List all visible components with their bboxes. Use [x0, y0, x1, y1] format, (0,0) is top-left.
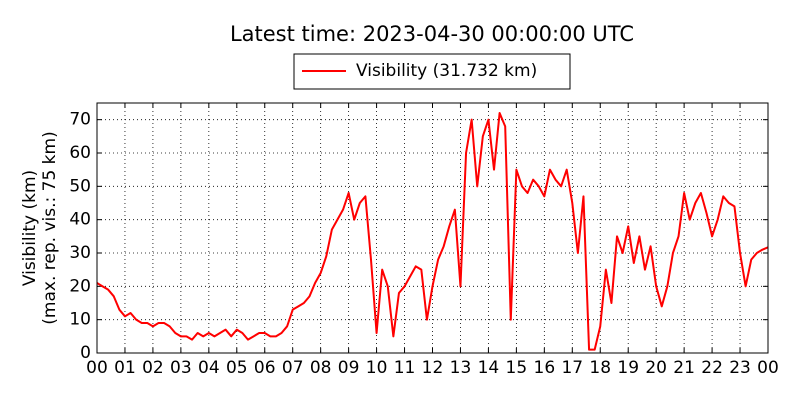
x-tick-label: 08	[310, 358, 332, 378]
y-tick-label: 50	[69, 176, 91, 196]
y-tick-label: 40	[69, 210, 91, 230]
x-tick-label: 07	[282, 358, 304, 378]
x-tick-label: 17	[561, 358, 583, 378]
x-tick-label: 11	[394, 358, 416, 378]
x-tick-label: 15	[506, 358, 528, 378]
x-tick-label: 20	[645, 358, 667, 378]
x-tick-label: 19	[617, 358, 639, 378]
x-tick-label: 22	[701, 358, 723, 378]
x-tick-label: 21	[673, 358, 695, 378]
x-tick-label: 00	[86, 358, 108, 378]
legend-label: Visibility (31.732 km)	[356, 61, 537, 81]
y-label-line: Visibility (km)	[20, 170, 40, 286]
y-label-line: (max. rep. vis.: 75 km)	[40, 131, 60, 324]
y-tick-label: 70	[69, 110, 91, 130]
x-tick-label: 18	[589, 358, 611, 378]
chart-title: Latest time: 2023-04-30 00:00:00 UTC	[230, 22, 634, 46]
y-tick-label: 10	[69, 310, 91, 330]
x-tick-label: 04	[198, 358, 220, 378]
x-tick-label: 03	[170, 358, 192, 378]
x-tick-label: 13	[450, 358, 472, 378]
data-line	[97, 112, 768, 351]
x-tick-label: 01	[114, 358, 136, 378]
x-tick-label: 09	[338, 358, 360, 378]
x-tick-label: 02	[142, 358, 164, 378]
x-tick-label: 06	[254, 358, 276, 378]
y-tick-label: 60	[69, 143, 91, 163]
plot-frame	[96, 102, 769, 354]
x-tick-label: 10	[366, 358, 388, 378]
y-tick-label: 30	[69, 243, 91, 263]
x-tick-label: 12	[422, 358, 444, 378]
y-tick-label: 20	[69, 276, 91, 296]
x-tick-label: 05	[226, 358, 248, 378]
x-tick-label: 00	[757, 358, 779, 378]
x-tick-label: 16	[534, 358, 556, 378]
y-axis-title: Visibility (km) (max. rep. vis.: 75 km)	[20, 131, 60, 324]
x-tick-label: 23	[729, 358, 751, 378]
x-tick-label: 14	[478, 358, 500, 378]
y-tick-label: 0	[80, 343, 91, 363]
